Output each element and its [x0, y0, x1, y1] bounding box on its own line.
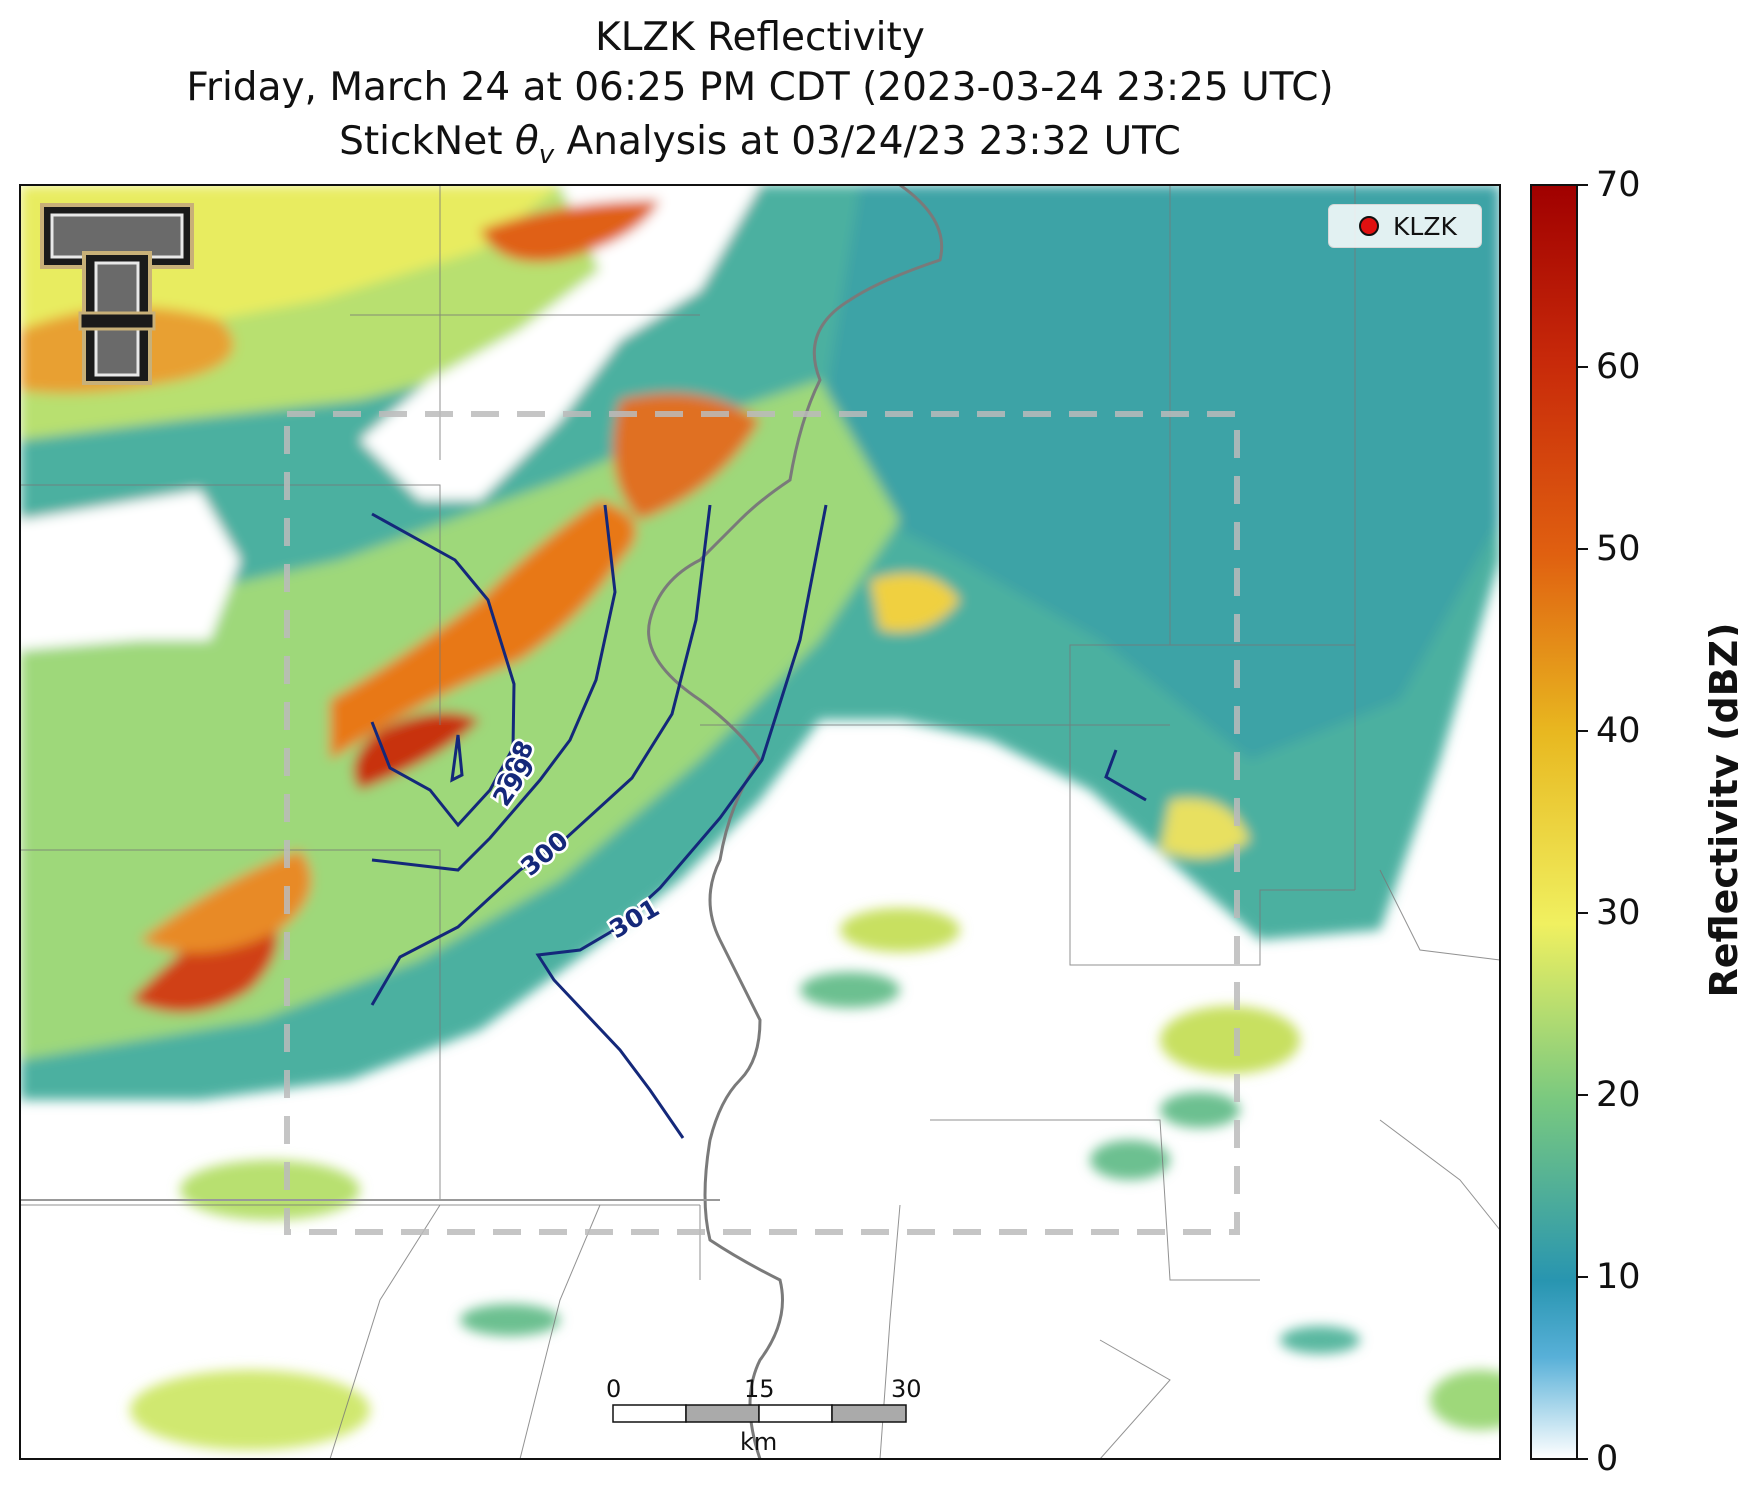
theta-v-contours [370, 504, 1147, 1139]
county-boundaries [20, 185, 1500, 1459]
scale-unit: km [740, 1428, 778, 1456]
colorbar-label: Reflectivity (dBZ) [1702, 622, 1738, 998]
title-line2: Friday, March 24 at 06:25 PM CDT (2023-0… [186, 65, 1334, 110]
scale-tick-0: 0 [606, 1375, 622, 1403]
contour-301-line [535, 504, 828, 1139]
colorbar-tick-40: 40 [1596, 711, 1641, 751]
contour-small-east [1104, 749, 1147, 802]
colorbar-tick-70: 70 [1596, 165, 1641, 205]
scale-bar [612, 1404, 907, 1423]
scale-tick-30: 30 [891, 1375, 922, 1403]
colorbar [1530, 184, 1588, 1460]
contour-300-line [370, 504, 712, 1006]
map-frame [19, 184, 1501, 1460]
colorbar-tick-60: 60 [1596, 347, 1641, 387]
legend-label: KLZK [1393, 211, 1457, 241]
river-state-line [647, 185, 944, 1459]
contour-299-line [371, 504, 617, 872]
colorbar-ticks [1577, 184, 1588, 1460]
colorbar-tick-10: 10 [1596, 1257, 1641, 1297]
colorbar-tick-20: 20 [1596, 1075, 1641, 1115]
double-t-logo-icon [40, 203, 194, 385]
colorbar-tick-50: 50 [1596, 529, 1641, 569]
colorbar-tick-30: 30 [1596, 893, 1641, 933]
legend: KLZK [1328, 204, 1482, 248]
klzk-marker-icon [1359, 216, 1379, 236]
analysis-box [284, 411, 1240, 1235]
colorbar-gradient [1530, 184, 1578, 1460]
title-line1: KLZK Reflectivity [595, 15, 925, 60]
contour-298-line [370, 512, 516, 828]
scale-tick-15: 15 [744, 1375, 775, 1403]
colorbar-tick-0: 0 [1596, 1439, 1619, 1479]
title-line3: StickNet θv Analysis at 03/24/23 23:32 U… [339, 119, 1181, 170]
reflectivity-field [20, 185, 1500, 1459]
contour-298-loop [450, 734, 464, 783]
